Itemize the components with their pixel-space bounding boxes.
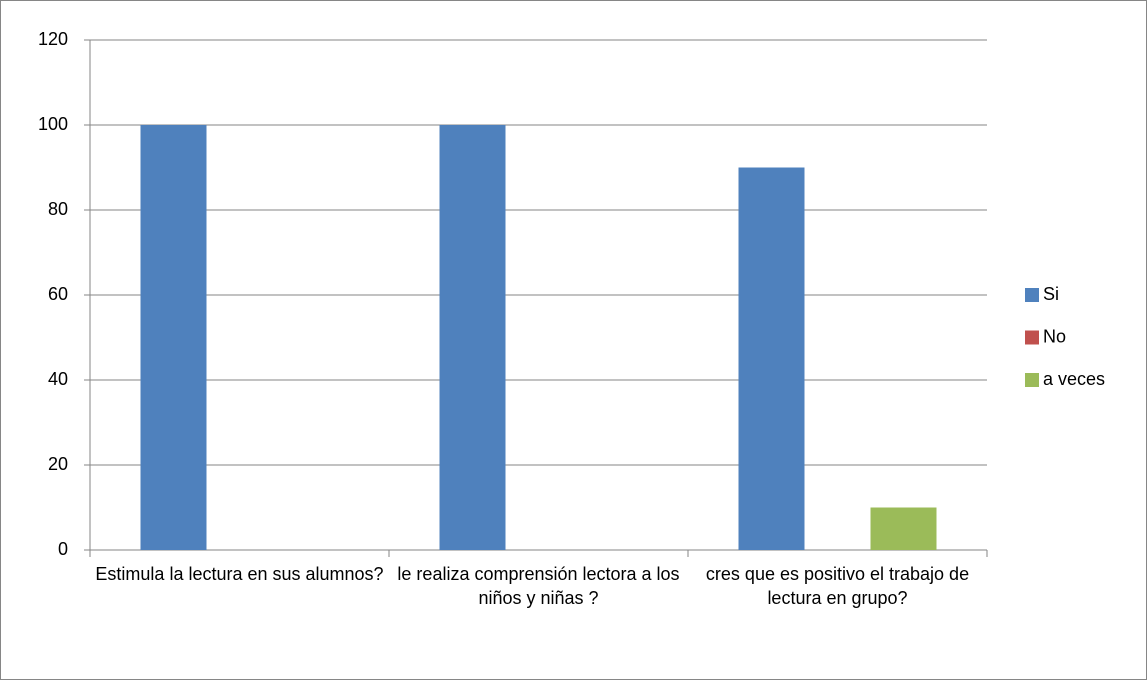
legend-label: Si [1043, 284, 1059, 304]
x-tick-label: le realiza comprensión lectora a los niñ… [397, 564, 680, 608]
bar [870, 507, 937, 550]
y-tick-label: 80 [48, 199, 68, 219]
y-tick-label: 40 [48, 369, 68, 389]
y-tick-label: 120 [38, 29, 68, 49]
y-tick-label: 100 [38, 114, 68, 134]
legend-swatch [1025, 330, 1039, 345]
legend-swatch [1025, 373, 1039, 387]
y-tick-label: 0 [58, 539, 68, 559]
legend-label: a veces [1043, 369, 1105, 389]
bar [738, 167, 805, 550]
y-tick-label: 60 [48, 284, 68, 304]
legend-label: No [1043, 326, 1066, 346]
x-tick-label: cres que es positivo el trabajo de lectu… [705, 564, 970, 608]
x-tick-label-box: cres que es positivo el trabajo de lectu… [705, 564, 970, 608]
bar [140, 125, 207, 550]
y-tick-label: 20 [48, 454, 68, 474]
legend-swatch [1025, 288, 1039, 302]
x-tick-label: Estimula la lectura en sus alumnos? [95, 564, 384, 584]
x-tick-label-box: Estimula la lectura en sus alumnos? [95, 564, 384, 584]
x-tick-label-box: le realiza comprensión lectora a los niñ… [397, 564, 680, 608]
bar [439, 125, 506, 550]
